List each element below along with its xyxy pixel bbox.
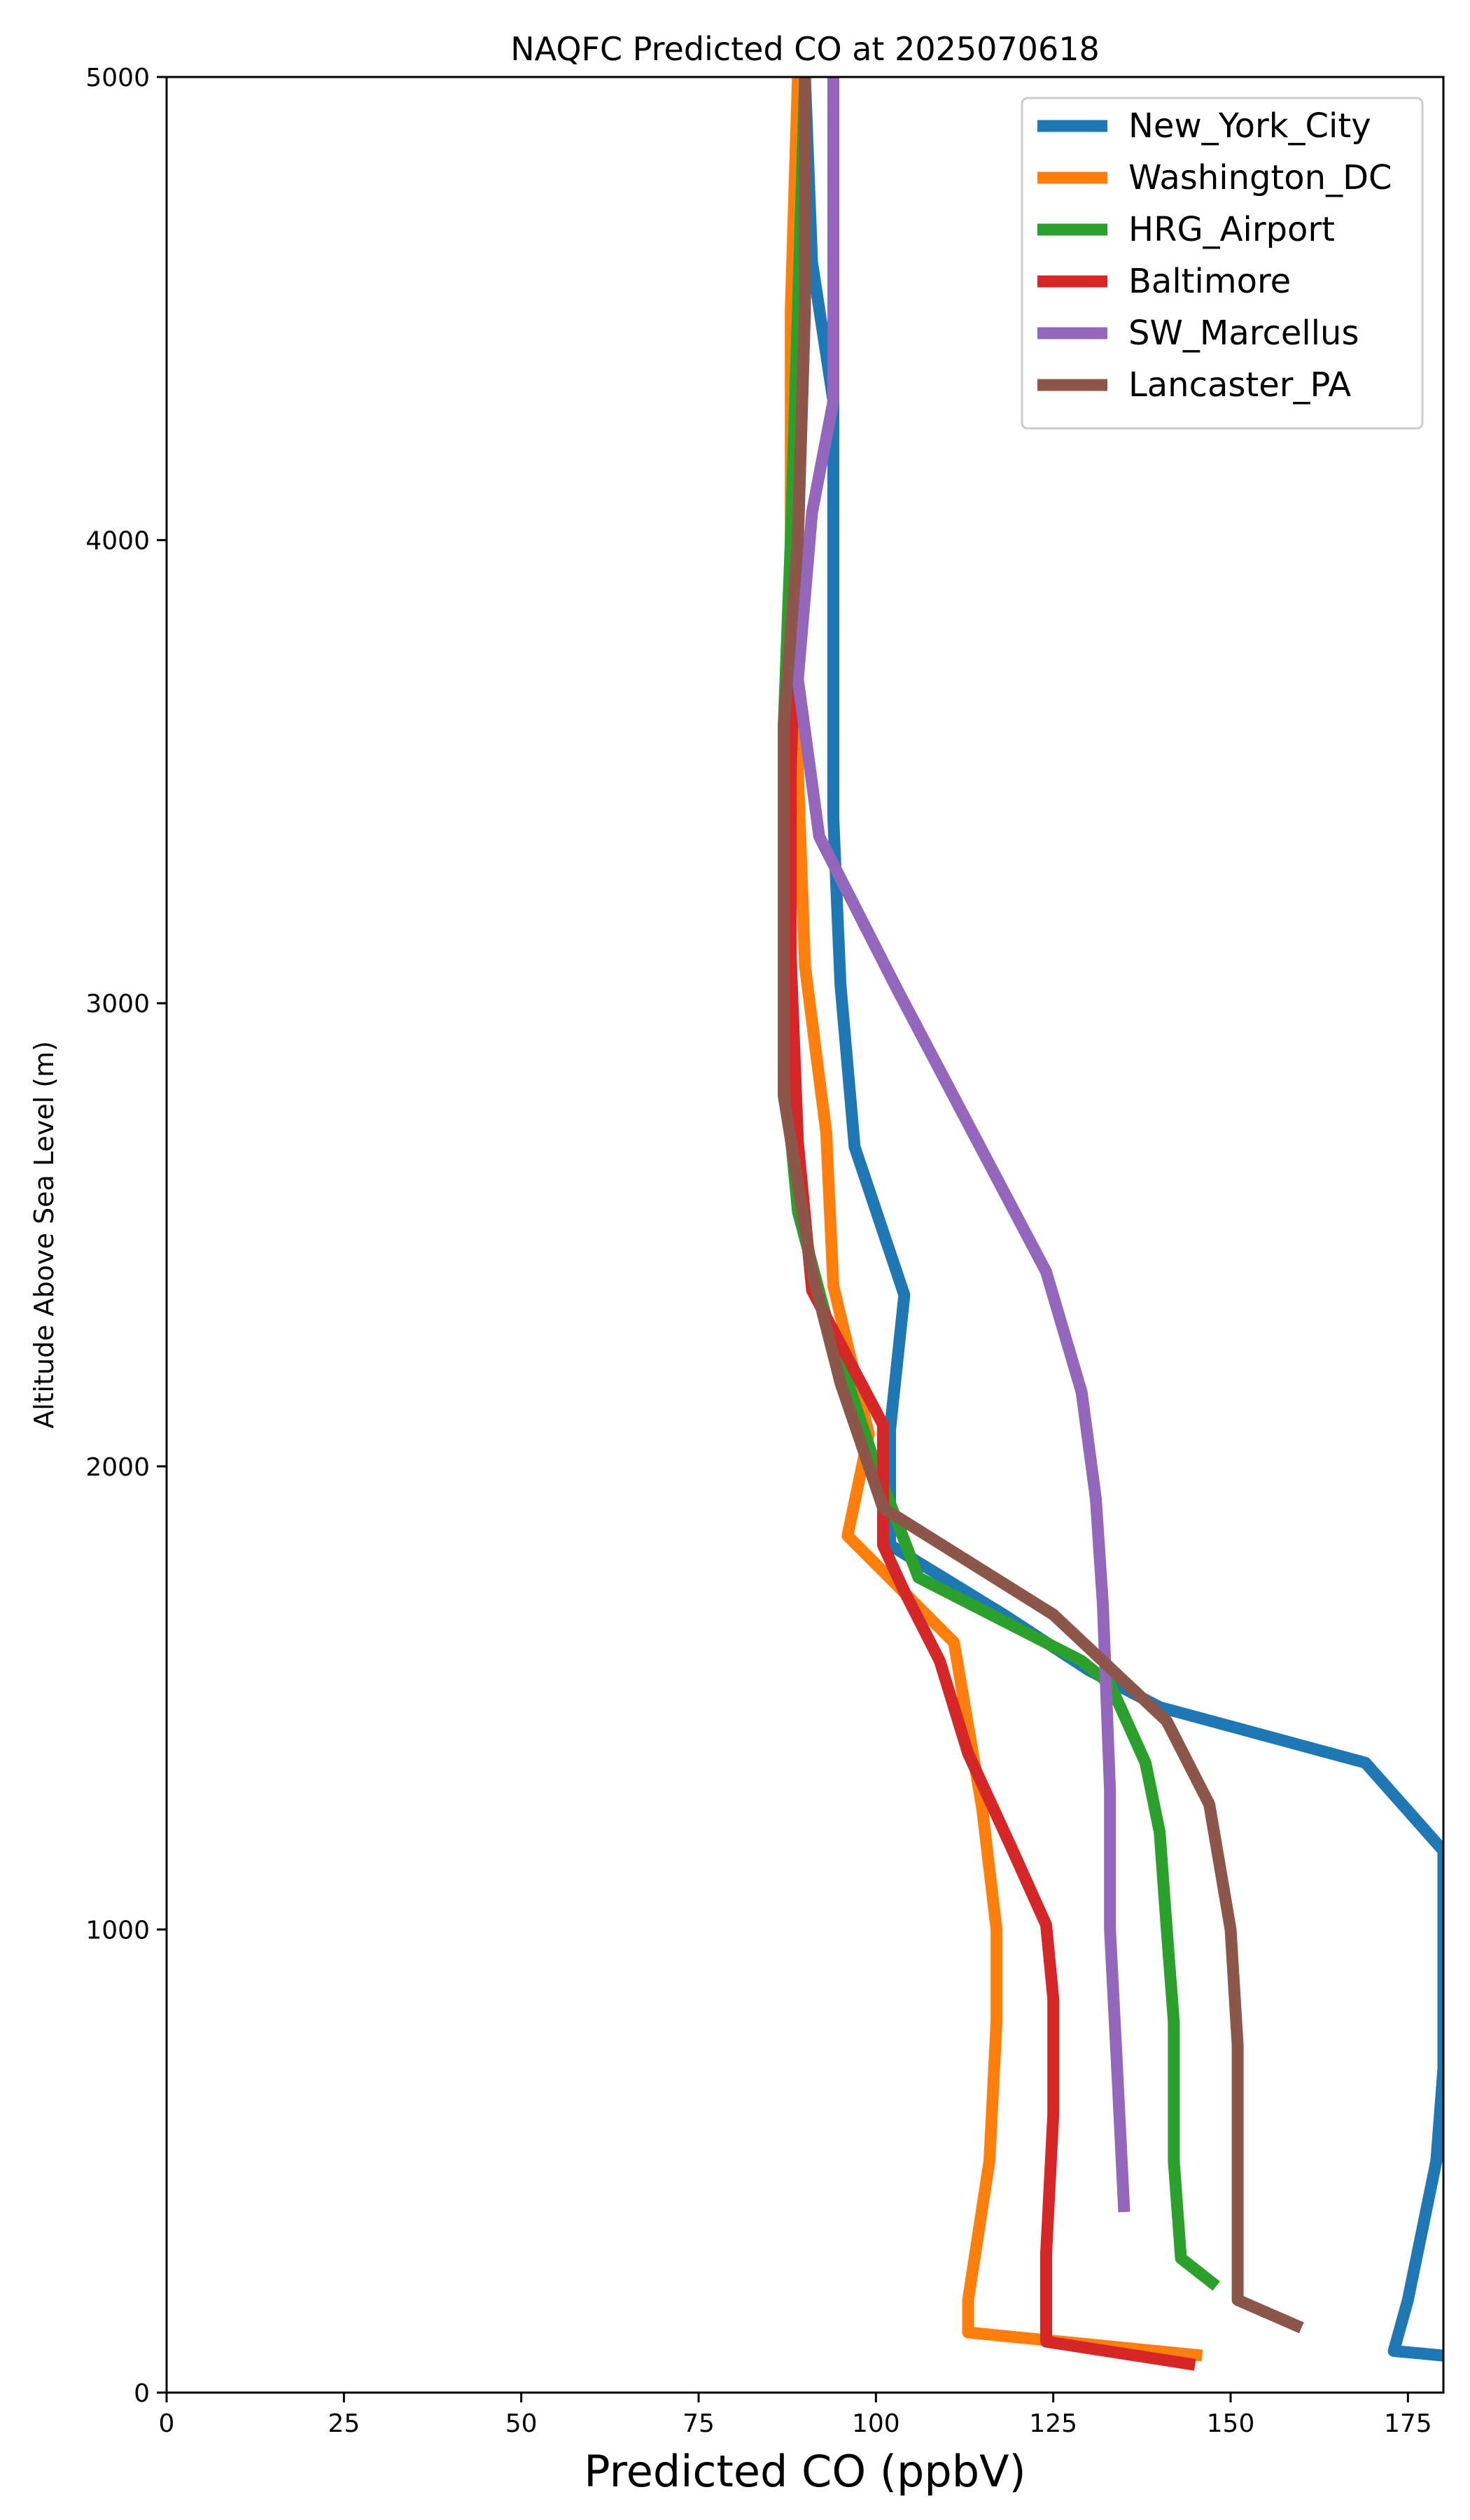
y-tick-label: 2000 — [85, 1453, 150, 1482]
legend: New_York_City Washington_DC HRG_Airport Bal… — [1021, 97, 1424, 430]
y-tick-label: 3000 — [85, 990, 150, 1018]
y-axis-label: Altitude Above Sea Level (m) — [29, 1041, 59, 1429]
plot-frame — [165, 76, 1445, 2394]
legend-label: Lancaster_PA — [1128, 365, 1351, 405]
series-line-baltimore — [785, 77, 1196, 2371]
legend-label: New_York_City — [1128, 106, 1371, 146]
x-tick-label: 25 — [328, 2409, 360, 2438]
x-axis-label: Predicted CO (ppbV) — [584, 2446, 1026, 2497]
x-tick-label: 125 — [1029, 2409, 1077, 2438]
x-tick-label: 150 — [1207, 2409, 1255, 2438]
series-layer — [778, 77, 1443, 2371]
y-tick-label: 0 — [134, 2379, 150, 2408]
legend-box — [1021, 97, 1424, 430]
legend-label: SW_Marcellus — [1128, 314, 1359, 353]
y-axis: 0 1000 2000 3000 4000 5000 — [85, 64, 167, 2408]
x-axis: 0 25 50 75 100 125 150 175 — [159, 2393, 1432, 2438]
series-line-sw-marcellus — [792, 77, 1130, 2213]
y-tick-label: 4000 — [85, 527, 150, 556]
y-tick-label: 5000 — [85, 64, 150, 92]
x-tick-label: 100 — [852, 2409, 900, 2438]
legend-label: Baltimore — [1128, 262, 1291, 301]
legend-label: Washington_DC — [1128, 158, 1392, 197]
x-tick-label: 75 — [682, 2409, 715, 2438]
x-tick-label: 50 — [505, 2409, 538, 2438]
y-tick-label: 1000 — [85, 1916, 150, 1945]
series-line-lancaster-pa — [778, 77, 1304, 2334]
x-tick-label: 0 — [159, 2409, 175, 2438]
legend-label: HRG_Airport — [1128, 210, 1335, 249]
chart-title: NAQFC Predicted CO at 2025070618 — [510, 30, 1100, 68]
x-tick-label: 175 — [1384, 2409, 1432, 2438]
